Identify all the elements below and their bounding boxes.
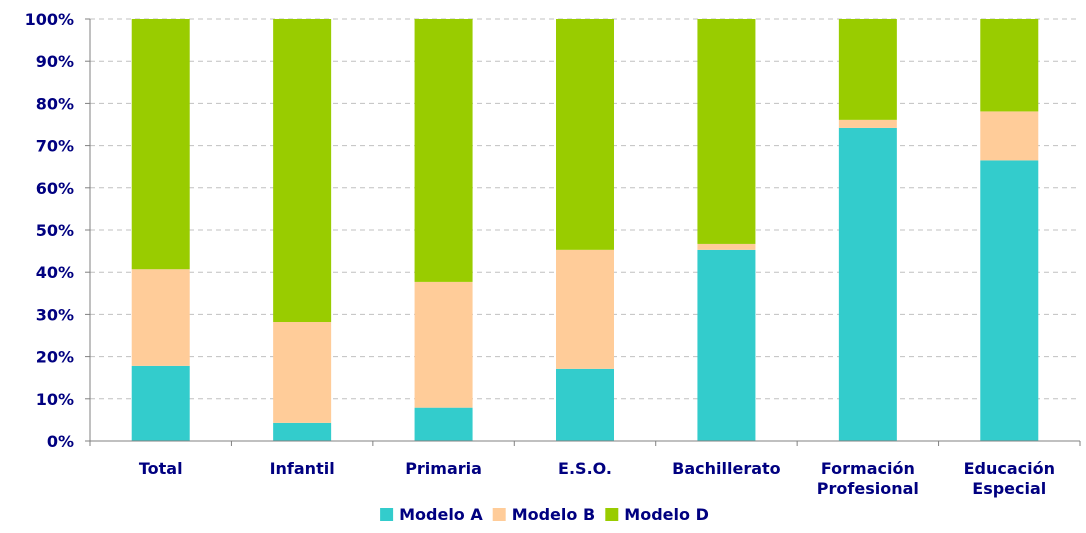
bar-segment xyxy=(273,321,332,423)
x-tick-label: Total xyxy=(139,459,183,478)
bar-segment xyxy=(556,368,614,441)
x-tick-label: E.S.O. xyxy=(558,459,612,478)
y-tick-label: 30% xyxy=(36,305,74,324)
bars xyxy=(131,19,1039,441)
legend-label: Modelo B xyxy=(512,505,595,524)
bar-segment xyxy=(980,19,1039,112)
bar-segment xyxy=(414,407,473,441)
bar-segment xyxy=(697,243,756,250)
legend-item: Modelo D xyxy=(605,505,709,524)
x-tick-label: Primaria xyxy=(405,459,482,478)
y-tick-label: 10% xyxy=(36,390,74,409)
bar-segment xyxy=(556,19,614,250)
x-tick-labels: Total Infantil Primaria E.S.O. Bachillerato F… xyxy=(139,459,1055,498)
legend-swatch xyxy=(380,508,394,521)
y-tick-label: 0% xyxy=(47,432,74,451)
legend-label: Modelo A xyxy=(399,505,483,524)
legend-item: Modelo A xyxy=(380,505,483,524)
x-tick-label: Educación Especial xyxy=(964,459,1055,498)
bar-segment xyxy=(980,160,1039,441)
bar-segment xyxy=(980,111,1039,161)
bar-segment xyxy=(273,422,332,441)
x-tick-label: Bachillerato xyxy=(672,459,781,478)
y-tick-label: 60% xyxy=(36,179,74,198)
y-tick-label: 20% xyxy=(36,348,74,367)
x-tick-label: Formación Profesional xyxy=(817,459,919,498)
bar-segment xyxy=(414,19,473,282)
y-tick-label: 90% xyxy=(36,52,74,71)
legend-swatch xyxy=(492,508,506,521)
bar-segment xyxy=(838,119,897,128)
y-tick-label: 70% xyxy=(36,137,74,156)
legend-swatch xyxy=(605,508,619,521)
y-tick-label: 80% xyxy=(36,94,74,113)
bar-segment xyxy=(838,127,897,441)
y-tick-label: 40% xyxy=(36,263,74,282)
y-tick-labels: 0% 10% 20% 30% 40% 50% 60% 70% 80% 90% 100% xyxy=(25,10,74,451)
legend-label: Modelo D xyxy=(624,505,709,524)
bar-segment xyxy=(838,19,897,120)
y-tick-label: 100% xyxy=(25,10,74,29)
bar-segment xyxy=(697,249,756,441)
bar-segment xyxy=(556,249,614,369)
bar-segment xyxy=(131,365,190,441)
bar-segment xyxy=(697,19,756,244)
bar-segment xyxy=(273,19,332,322)
legend-item: Modelo B xyxy=(492,505,595,524)
bar-segment xyxy=(131,19,190,270)
axes xyxy=(85,18,1081,446)
y-tick-label: 50% xyxy=(36,221,74,240)
x-tick-label: Infantil xyxy=(270,459,335,478)
bar-segment xyxy=(131,269,190,366)
bar-segment xyxy=(414,281,473,408)
legend: Modelo A Modelo B Modelo D xyxy=(380,505,709,524)
